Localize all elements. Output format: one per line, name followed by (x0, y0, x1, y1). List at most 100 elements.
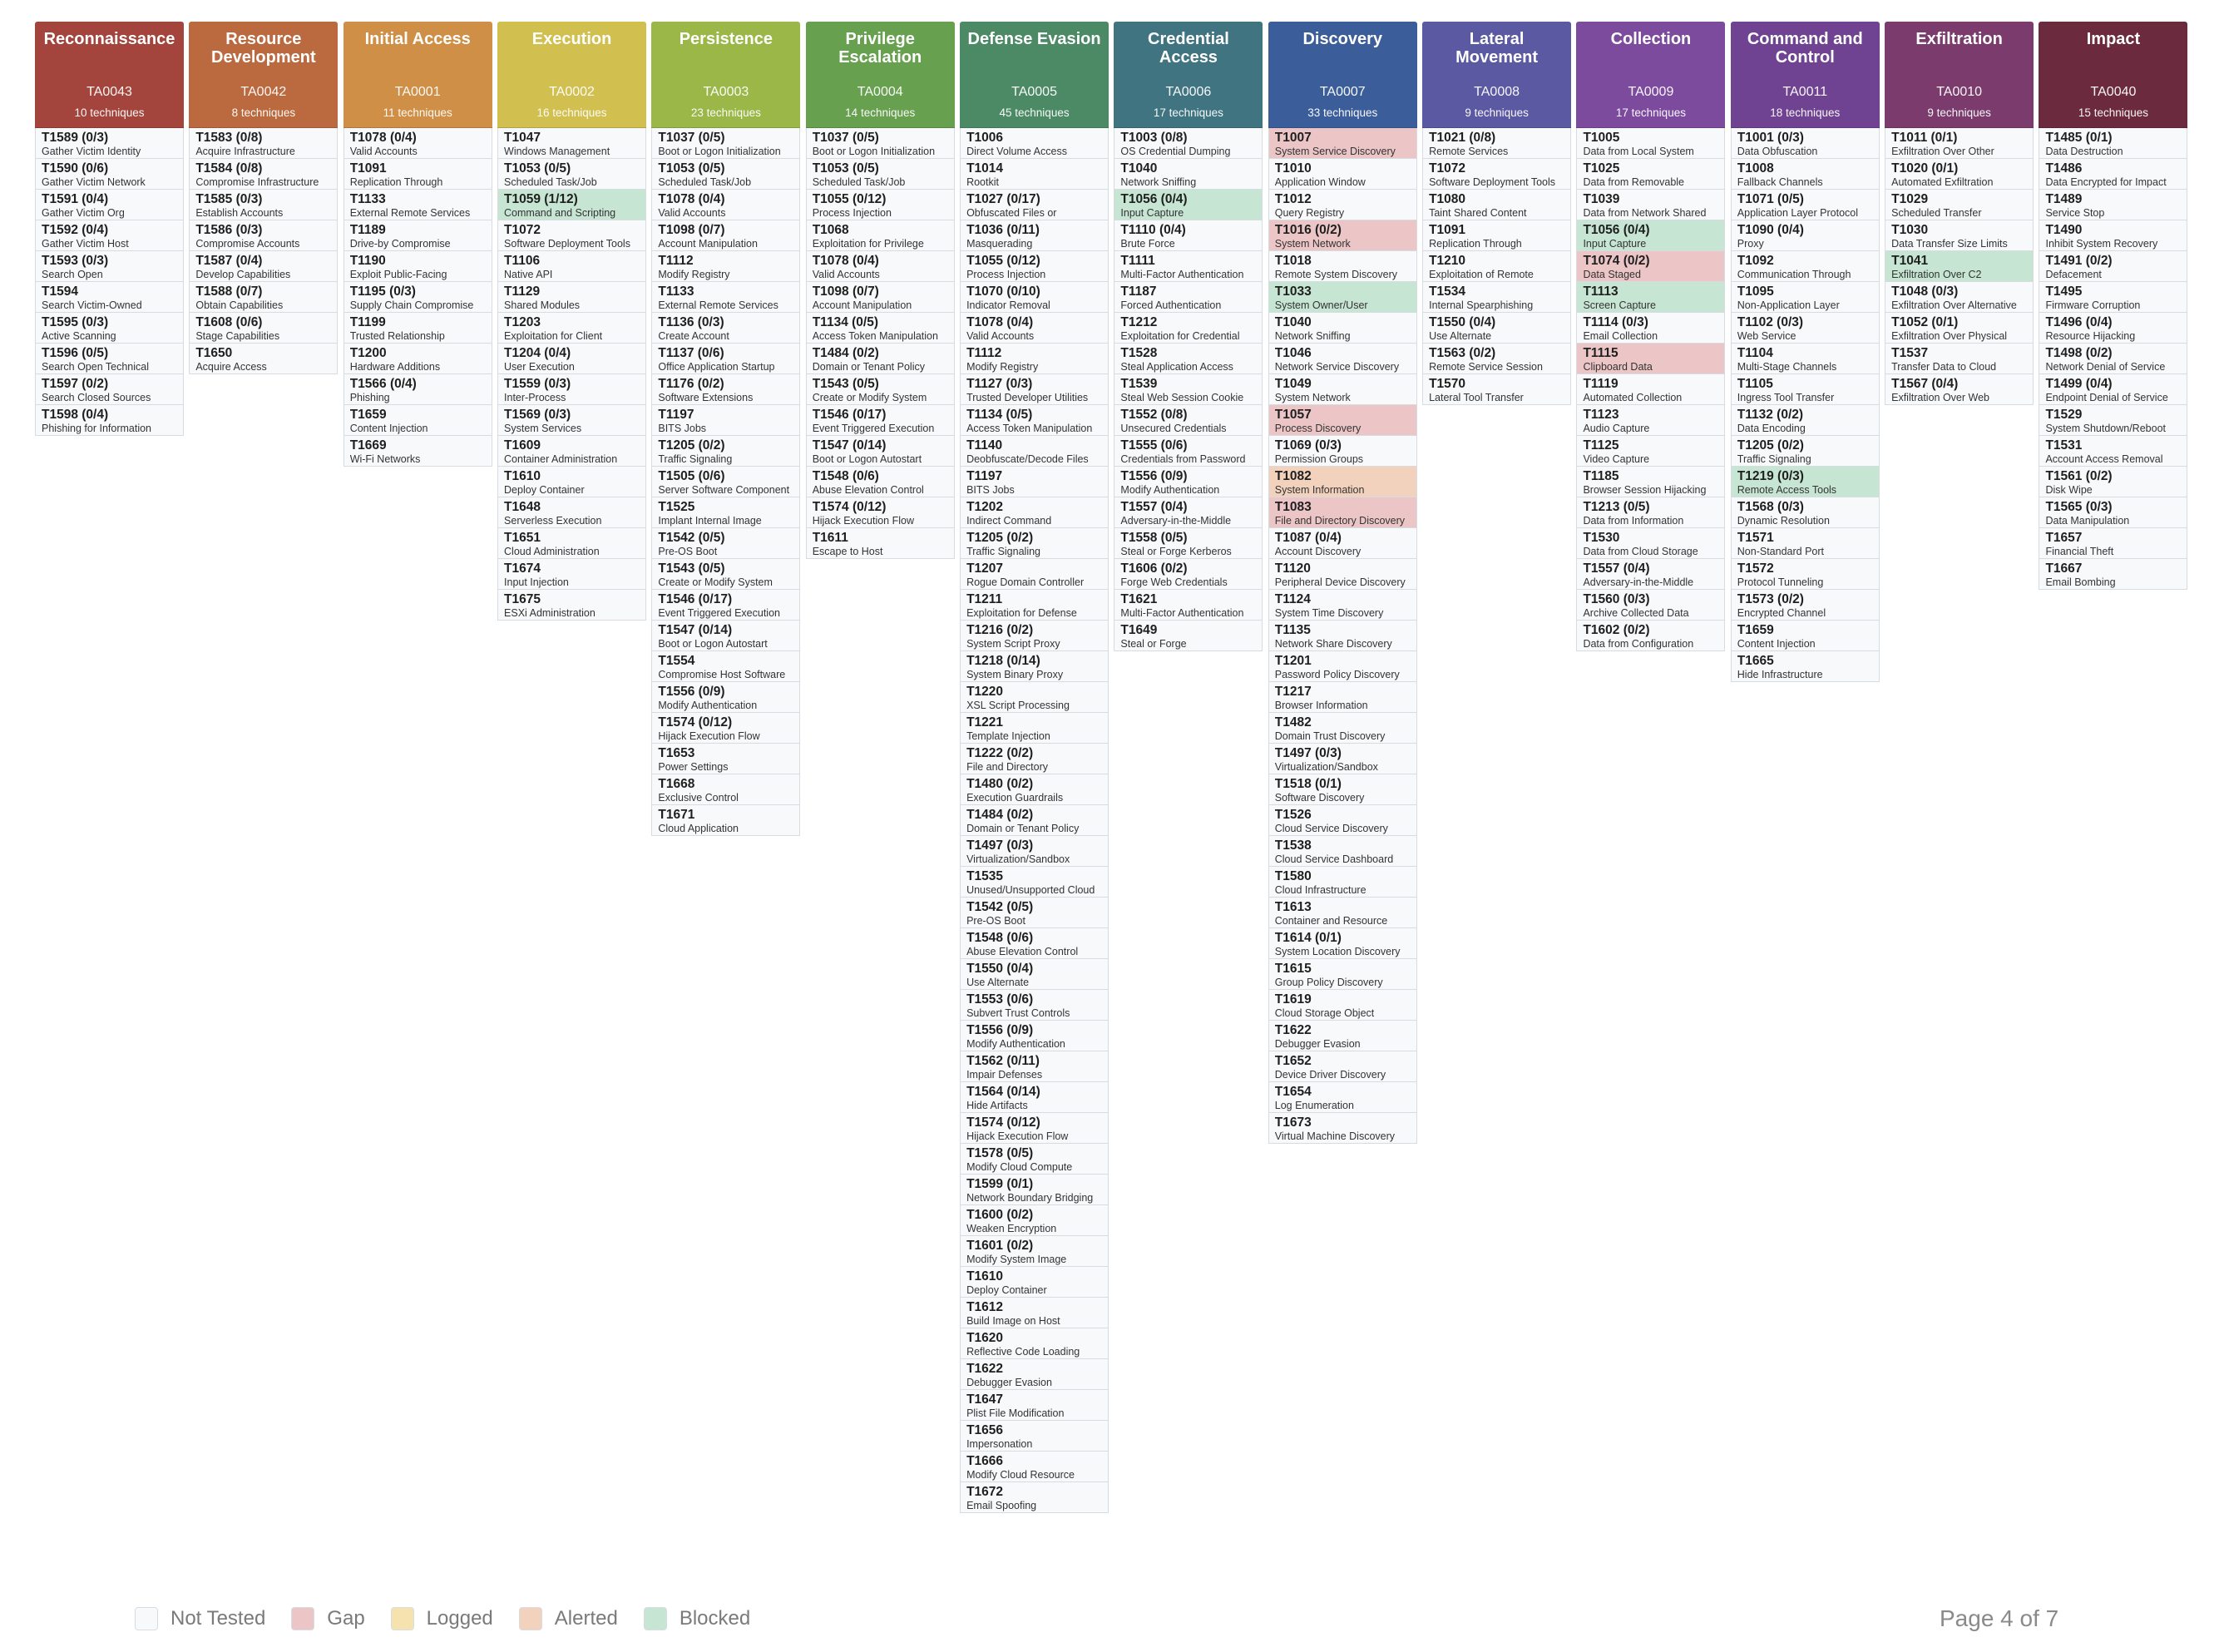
technique-cell[interactable]: T1593 (0/3) Search Open (35, 251, 184, 282)
technique-cell[interactable]: T1016 (0/2) System Network (1268, 220, 1417, 251)
technique-cell[interactable]: T1078 (0/4) Valid Accounts (651, 190, 801, 220)
technique-cell[interactable]: T1482 Domain Trust Discovery (1268, 713, 1417, 744)
technique-cell[interactable]: T1110 (0/4) Brute Force (1114, 220, 1263, 251)
technique-cell[interactable]: T1539 Steal Web Session Cookie (1114, 374, 1263, 405)
technique-cell[interactable]: T1615 Group Policy Discovery (1268, 959, 1417, 990)
technique-cell[interactable]: T1583 (0/8) Acquire Infrastructure (189, 128, 339, 159)
technique-cell[interactable]: T1671 Cloud Application (651, 805, 801, 836)
technique-cell[interactable]: T1552 (0/8) Unsecured Credentials (1114, 405, 1263, 436)
technique-cell[interactable]: T1659 Content Injection (1730, 621, 1880, 651)
technique-cell[interactable]: T1129 Shared Modules (497, 282, 647, 313)
technique-cell[interactable]: T1584 (0/8) Compromise Infrastructure (189, 159, 339, 190)
technique-cell[interactable]: T1620 Reflective Code Loading (960, 1328, 1110, 1359)
technique-cell[interactable]: T1571 Non-Standard Port (1730, 528, 1880, 559)
technique-cell[interactable]: T1202 Indirect Command (960, 497, 1110, 528)
technique-cell[interactable]: T1499 (0/4) Endpoint Denial of Service (2039, 374, 2188, 405)
technique-cell[interactable]: T1611 Escape to Host (805, 528, 955, 559)
technique-cell[interactable]: T1546 (0/17) Event Triggered Execution (805, 405, 955, 436)
technique-cell[interactable]: T1578 (0/5) Modify Cloud Compute (960, 1144, 1110, 1175)
technique-cell[interactable]: T1564 (0/14) Hide Artifacts (960, 1082, 1110, 1113)
technique-cell[interactable]: T1211 Exploitation for Defense (960, 590, 1110, 621)
technique-cell[interactable]: T1537 Transfer Data to Cloud (1885, 344, 2034, 374)
technique-cell[interactable]: T1653 Power Settings (651, 744, 801, 774)
technique-cell[interactable]: T1033 System Owner/User (1268, 282, 1417, 313)
technique-cell[interactable]: T1005 Data from Local System (1576, 128, 1726, 159)
technique-cell[interactable]: T1484 (0/2) Domain or Tenant Policy (960, 805, 1110, 836)
technique-cell[interactable]: T1489 Service Stop (2039, 190, 2188, 220)
technique-cell[interactable]: T1556 (0/9) Modify Authentication (1114, 467, 1263, 497)
technique-cell[interactable]: T1559 (0/3) Inter-Process (497, 374, 647, 405)
technique-cell[interactable]: T1608 (0/6) Stage Capabilities (189, 313, 339, 344)
technique-cell[interactable]: T1497 (0/3) Virtualization/Sandbox (960, 836, 1110, 867)
technique-cell[interactable]: T1115 Clipboard Data (1576, 344, 1726, 374)
technique-cell[interactable]: T1176 (0/2) Software Extensions (651, 374, 801, 405)
technique-cell[interactable]: T1610 Deploy Container (497, 467, 647, 497)
technique-cell[interactable]: T1560 (0/3) Archive Collected Data (1576, 590, 1726, 621)
technique-cell[interactable]: T1218 (0/14) System Binary Proxy (960, 651, 1110, 682)
technique-cell[interactable]: T1562 (0/11) Impair Defenses (960, 1051, 1110, 1082)
technique-cell[interactable]: T1197 BITS Jobs (651, 405, 801, 436)
technique-cell[interactable]: T1082 System Information (1268, 467, 1417, 497)
tactic-header[interactable]: Impact TA0040 15 techniques (2039, 22, 2188, 128)
technique-cell[interactable]: T1553 (0/6) Subvert Trust Controls (960, 990, 1110, 1021)
technique-cell[interactable]: T1667 Email Bombing (2039, 559, 2188, 590)
technique-cell[interactable]: T1498 (0/2) Network Denial of Service (2039, 344, 2188, 374)
technique-cell[interactable]: T1621 Multi-Factor Authentication (1114, 590, 1263, 621)
technique-cell[interactable]: T1657 Financial Theft (2039, 528, 2188, 559)
technique-cell[interactable]: T1556 (0/9) Modify Authentication (960, 1021, 1110, 1051)
technique-cell[interactable]: T1059 (1/12) Command and Scripting (497, 190, 647, 220)
technique-cell[interactable]: T1654 Log Enumeration (1268, 1082, 1417, 1113)
technique-cell[interactable]: T1053 (0/5) Scheduled Task/Job (805, 159, 955, 190)
technique-cell[interactable]: T1547 (0/14) Boot or Logon Autostart (651, 621, 801, 651)
technique-cell[interactable]: T1120 Peripheral Device Discovery (1268, 559, 1417, 590)
technique-cell[interactable]: T1047 Windows Management (497, 128, 647, 159)
technique-cell[interactable]: T1589 (0/3) Gather Victim Identity (35, 128, 184, 159)
technique-cell[interactable]: T1546 (0/17) Event Triggered Execution (651, 590, 801, 621)
technique-cell[interactable]: T1213 (0/5) Data from Information (1576, 497, 1726, 528)
technique-cell[interactable]: T1053 (0/5) Scheduled Task/Job (651, 159, 801, 190)
technique-cell[interactable]: T1543 (0/5) Create or Modify System (651, 559, 801, 590)
technique-cell[interactable]: T1197 BITS Jobs (960, 467, 1110, 497)
technique-cell[interactable]: T1020 (0/1) Automated Exfiltration (1885, 159, 2034, 190)
technique-cell[interactable]: T1590 (0/6) Gather Victim Network (35, 159, 184, 190)
technique-cell[interactable]: T1007 System Service Discovery (1268, 128, 1417, 159)
technique-cell[interactable]: T1486 Data Encrypted for Impact (2039, 159, 2188, 190)
technique-cell[interactable]: T1072 Software Deployment Tools (1422, 159, 1572, 190)
tactic-header[interactable]: Collection TA0009 17 techniques (1576, 22, 1726, 128)
technique-cell[interactable]: T1046 Network Service Discovery (1268, 344, 1417, 374)
technique-cell[interactable]: T1207 Rogue Domain Controller (960, 559, 1110, 590)
technique-cell[interactable]: T1518 (0/1) Software Discovery (1268, 774, 1417, 805)
technique-cell[interactable]: T1558 (0/5) Steal or Forge Kerberos (1114, 528, 1263, 559)
technique-cell[interactable]: T1003 (0/8) OS Credential Dumping (1114, 128, 1263, 159)
technique-cell[interactable]: T1526 Cloud Service Discovery (1268, 805, 1417, 836)
technique-cell[interactable]: T1006 Direct Volume Access (960, 128, 1110, 159)
tactic-header[interactable]: Reconnaissance TA0043 10 techniques (35, 22, 184, 128)
technique-cell[interactable]: T1021 (0/8) Remote Services (1422, 128, 1572, 159)
technique-cell[interactable]: T1592 (0/4) Gather Victim Host (35, 220, 184, 251)
technique-cell[interactable]: T1484 (0/2) Domain or Tenant Policy (805, 344, 955, 374)
technique-cell[interactable]: T1601 (0/2) Modify System Image (960, 1236, 1110, 1267)
technique-cell[interactable]: T1124 System Time Discovery (1268, 590, 1417, 621)
technique-cell[interactable]: T1071 (0/5) Application Layer Protocol (1730, 190, 1880, 220)
technique-cell[interactable]: T1221 Template Injection (960, 713, 1110, 744)
technique-cell[interactable]: T1550 (0/4) Use Alternate (1422, 313, 1572, 344)
tactic-header[interactable]: Credential Access TA0006 17 techniques (1114, 22, 1263, 128)
tactic-header[interactable]: Lateral Movement TA0008 9 techniques (1422, 22, 1572, 128)
technique-cell[interactable]: T1052 (0/1) Exfiltration Over Physical (1885, 313, 2034, 344)
technique-cell[interactable]: T1201 Password Policy Discovery (1268, 651, 1417, 682)
technique-cell[interactable]: T1491 (0/2) Defacement (2039, 251, 2188, 282)
technique-cell[interactable]: T1668 Exclusive Control (651, 774, 801, 805)
technique-cell[interactable]: T1127 (0/3) Trusted Developer Utilities (960, 374, 1110, 405)
technique-cell[interactable]: T1598 (0/4) Phishing for Information (35, 405, 184, 436)
technique-cell[interactable]: T1612 Build Image on Host (960, 1298, 1110, 1328)
technique-cell[interactable]: T1529 System Shutdown/Reboot (2039, 405, 2188, 436)
technique-cell[interactable]: T1585 (0/3) Establish Accounts (189, 190, 339, 220)
technique-cell[interactable]: T1185 Browser Session Hijacking (1576, 467, 1726, 497)
tactic-header[interactable]: Initial Access TA0001 11 techniques (343, 22, 492, 128)
technique-cell[interactable]: T1673 Virtual Machine Discovery (1268, 1113, 1417, 1144)
technique-cell[interactable]: T1495 Firmware Corruption (2039, 282, 2188, 313)
technique-cell[interactable]: T1083 File and Directory Discovery (1268, 497, 1417, 528)
technique-cell[interactable]: T1018 Remote System Discovery (1268, 251, 1417, 282)
technique-cell[interactable]: T1205 (0/2) Traffic Signaling (960, 528, 1110, 559)
technique-cell[interactable]: T1199 Trusted Relationship (343, 313, 492, 344)
